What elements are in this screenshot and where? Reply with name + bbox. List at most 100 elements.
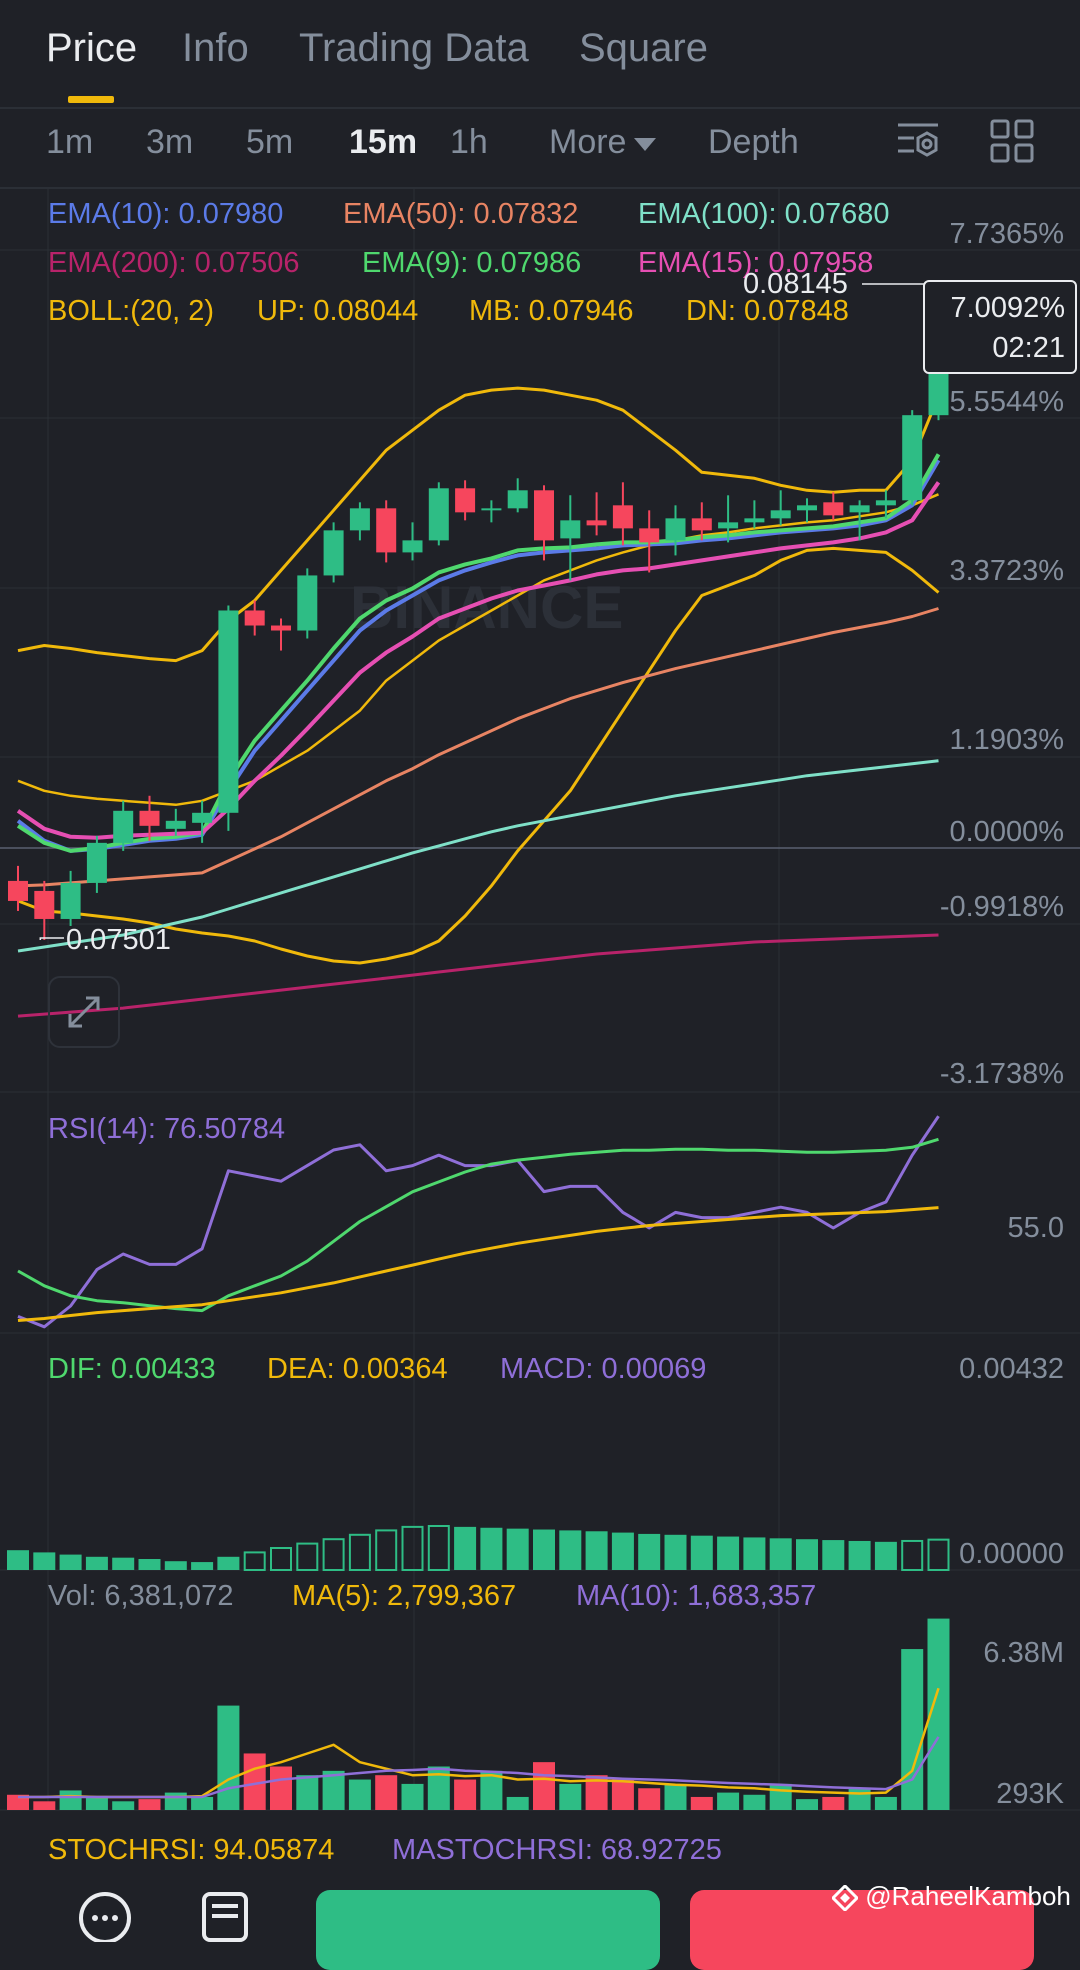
current-price-box: 7.0092% 02:21 (923, 280, 1077, 374)
interval-15m[interactable]: 15m (349, 123, 418, 161)
volume-bar (217, 1705, 240, 1810)
macd-indicator (7, 1137, 950, 1572)
more-menu-icon[interactable] (78, 1888, 132, 1942)
macd-histogram-bar (243, 1551, 266, 1572)
candle-body (34, 890, 55, 919)
ema15-line (16, 481, 941, 840)
macd-histogram-bar (217, 1556, 240, 1570)
interval-bar: 1m 3m 5m 15m 1h More Depth (0, 107, 1080, 189)
volume-bar (191, 1796, 214, 1810)
boll-upper-line (17, 386, 940, 663)
volume-axis-top: 6.38M (983, 1637, 1064, 1669)
macd-histogram-bar (59, 1554, 82, 1570)
volume-bar (270, 1766, 292, 1810)
volume-bar (164, 1792, 187, 1810)
indicator-settings-icon[interactable] (896, 119, 940, 163)
legend-ema15: EMA(15): 0.07958 (638, 247, 874, 279)
macd-axis-zero: 0.00000 (959, 1538, 1064, 1570)
candle-body (8, 880, 28, 901)
interval-1m[interactable]: 1m (46, 123, 94, 161)
layout-grid-icon[interactable] (990, 119, 1034, 163)
tab-info[interactable]: Info (182, 26, 249, 70)
macd-histogram-bar (611, 1532, 634, 1570)
macd-histogram-bar (480, 1527, 503, 1570)
volume-bar (822, 1796, 845, 1810)
macd-histogram-bar (427, 1525, 450, 1571)
macd-histogram-bar (454, 1526, 477, 1570)
macd-histogram-bar (296, 1542, 319, 1571)
axis-label: 1.1903% (949, 724, 1065, 756)
macd-histogram-bar (164, 1561, 187, 1570)
bollinger-bands (17, 386, 940, 965)
candle-body (402, 540, 423, 553)
candle-body (349, 508, 370, 531)
buy-button[interactable] (316, 1890, 660, 1970)
volume-ma5-line (18, 1687, 940, 1799)
tab-square[interactable]: Square (579, 26, 708, 70)
candle-body (691, 518, 712, 531)
volume-ma5-label: MA(5): 2,799,367 (292, 1580, 517, 1612)
legend-ema200: EMA(200): 0.07506 (48, 247, 300, 279)
macd-dea-line (17, 1206, 939, 1322)
volume-bar (533, 1762, 555, 1810)
macd-histogram-bar (375, 1529, 398, 1572)
fullscreen-button[interactable] (48, 976, 120, 1048)
volume-bar (769, 1783, 792, 1810)
candle-body (218, 610, 239, 813)
interval-5m[interactable]: 5m (246, 123, 294, 161)
volume-bars (7, 1618, 950, 1810)
candle-countdown: 02:21 (992, 332, 1065, 364)
interval-1h[interactable]: 1h (450, 123, 488, 161)
volume-ma10-label: MA(10): 1,683,357 (576, 1580, 817, 1612)
volume-bar (717, 1792, 740, 1810)
axis-label: -0.9918% (939, 891, 1064, 923)
macd-histogram-bar (191, 1562, 214, 1570)
volume-bar (927, 1618, 950, 1810)
legend-boll-up: UP: 0.08044 (257, 295, 419, 327)
volume-bar (743, 1794, 766, 1810)
macd-histogram-bar (7, 1550, 29, 1570)
candle-body (744, 518, 765, 523)
macd-histogram-bar (743, 1537, 766, 1570)
macd-value-label: MACD: 0.00069 (500, 1353, 707, 1385)
interval-more[interactable]: More (549, 123, 657, 162)
price-chart[interactable]: BINANCE (0, 0, 1080, 1923)
stochrsi-label: STOCHRSI: 94.05874 (48, 1834, 335, 1866)
candle-body (323, 530, 344, 576)
macd-histogram-bar (901, 1539, 924, 1571)
candle-body (507, 490, 528, 509)
volume-bar (901, 1649, 924, 1810)
volume-bar (348, 1779, 371, 1810)
macd-histogram-bar (85, 1556, 108, 1570)
candle-body (770, 510, 791, 519)
volume-bar (611, 1779, 634, 1810)
orders-icon[interactable] (198, 1888, 252, 1942)
high-price-label: 0.08145 (743, 268, 848, 300)
volume-bar (480, 1770, 503, 1810)
mastochrsi-label: MASTOCHRSI: 68.92725 (392, 1834, 722, 1866)
macd-histogram-bar (270, 1547, 292, 1571)
volume-bar (874, 1796, 897, 1810)
volume-bar (796, 1799, 818, 1810)
volume-axis-bottom: 293K (996, 1778, 1064, 1810)
axis-label: -3.1738% (939, 1058, 1064, 1090)
candle-body (455, 488, 476, 513)
tab-trading-data[interactable]: Trading Data (299, 26, 529, 70)
caret-down-icon (634, 137, 657, 151)
ema-lines (16, 453, 941, 1018)
candles (8, 295, 949, 940)
axis-label: 5.5544% (949, 386, 1065, 418)
axis-label: 3.3723% (949, 555, 1065, 587)
volume-bar (690, 1796, 713, 1810)
legend-ema10: EMA(10): 0.07980 (48, 198, 284, 230)
volume-bar (59, 1790, 82, 1810)
legend-boll-mb: MB: 0.07946 (469, 295, 634, 327)
tab-price[interactable]: Price (46, 26, 138, 70)
ema9-line (16, 453, 941, 853)
candle-body (86, 842, 107, 883)
volume-bar (7, 1794, 29, 1810)
interval-3m[interactable]: 3m (146, 123, 194, 161)
volume-bar (454, 1779, 477, 1810)
depth-button[interactable]: Depth (708, 123, 799, 161)
low-price-label: 0.07501 (66, 924, 171, 956)
